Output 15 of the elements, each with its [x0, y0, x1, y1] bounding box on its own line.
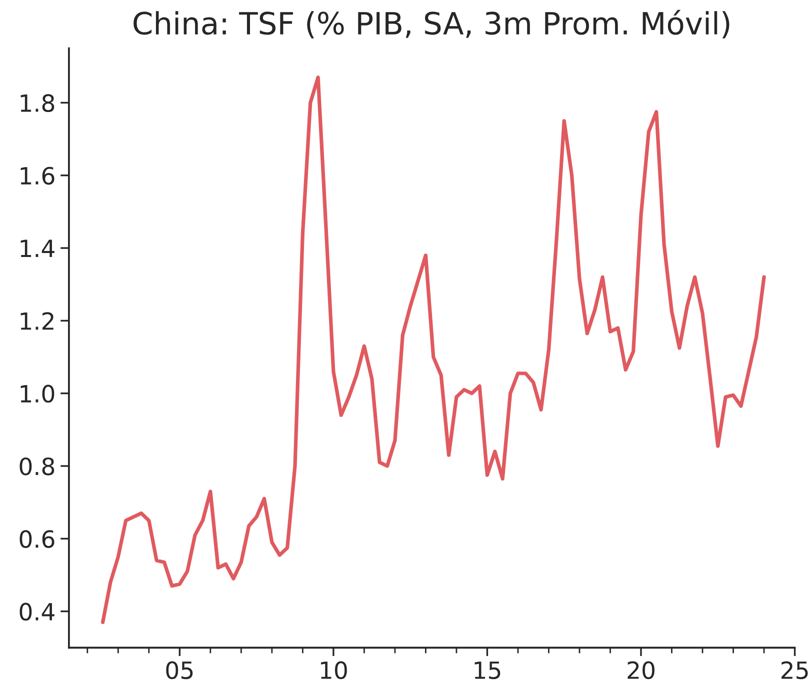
x-tick-label: 10 — [321, 661, 347, 680]
y-tick-label: 0.8 — [20, 457, 54, 476]
x-tick-label: 05 — [166, 661, 193, 680]
line-series — [100, 75, 766, 624]
x-tick-label: 25 — [781, 661, 808, 680]
y-tick-label: 1.0 — [20, 384, 54, 403]
y-tick-label: 1.2 — [20, 312, 54, 330]
x-tick-label: 15 — [474, 662, 500, 680]
y-tick-label: 0.4 — [20, 602, 54, 621]
y-tick-label: 1.4 — [20, 240, 54, 258]
y-tick-label: 1.8 — [20, 94, 54, 112]
chart-title: China: TSF (% PIB, SA, 3m Prom. Móvil) — [134, 10, 730, 38]
y-tick-label: 0.6 — [20, 530, 54, 548]
y-tick-label: 1.6 — [20, 166, 54, 185]
x-tick-label: 20 — [628, 661, 654, 680]
